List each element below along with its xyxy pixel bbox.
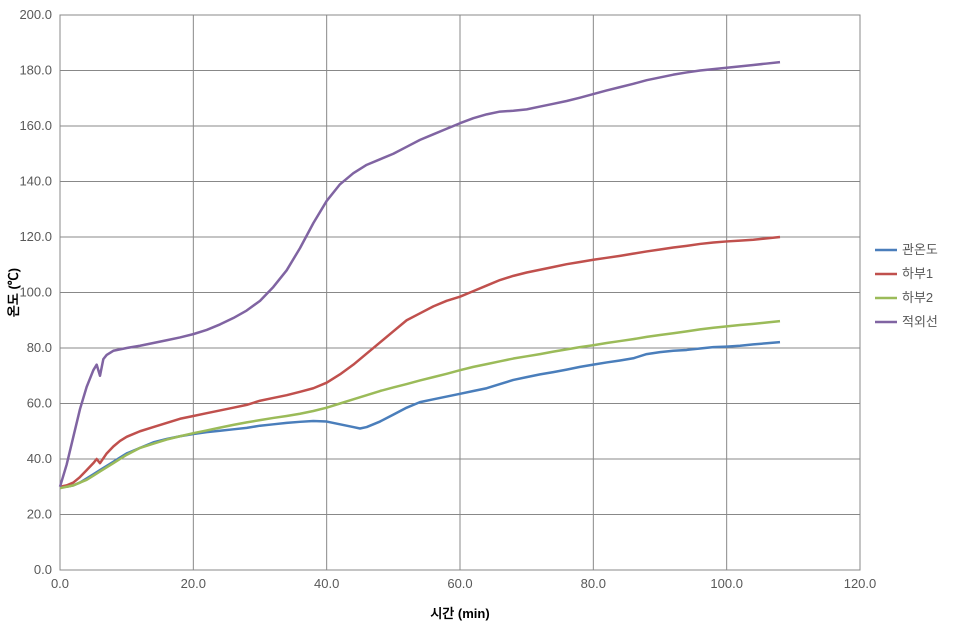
y-tick-label: 0.0 <box>34 562 52 577</box>
x-tick-label: 100.0 <box>710 576 743 591</box>
y-tick-label: 40.0 <box>27 451 52 466</box>
series-line <box>60 342 780 487</box>
line-chart: 0.0 20.0 40.0 60.0 80.0 100.0 120.0 140.0 160.0 1… <box>0 0 980 642</box>
y-tick-label: 200.0 <box>19 7 52 22</box>
y-tick-label: 20.0 <box>27 507 52 522</box>
x-tick-label: 80.0 <box>581 576 606 591</box>
x-tick-label: 20.0 <box>181 576 206 591</box>
y-tick-label: 160.0 <box>19 118 52 133</box>
y-tick-label: 100.0 <box>19 285 52 300</box>
legend-label: 하부1 <box>902 266 933 281</box>
y-tick-label: 180.0 <box>19 63 52 78</box>
x-tick-label: 60.0 <box>447 576 472 591</box>
x-axis-title: 시간 (min) <box>430 606 489 621</box>
series-line <box>60 321 780 488</box>
legend-label: 적외선 <box>902 314 938 329</box>
y-tick-label: 60.0 <box>27 396 52 411</box>
y-tick-label: 80.0 <box>27 340 52 355</box>
y-axis-title: 온도 (℃) <box>6 268 21 317</box>
legend-label: 하부2 <box>902 290 933 305</box>
x-tick-label: 120.0 <box>844 576 877 591</box>
legend-label: 관온도 <box>902 242 938 257</box>
y-tick-label: 120.0 <box>19 229 52 244</box>
chart-svg: 0.0 20.0 40.0 60.0 80.0 100.0 120.0 140.0 160.0 1… <box>0 0 980 642</box>
x-tick-label: 0.0 <box>51 576 69 591</box>
x-tick-label: 40.0 <box>314 576 339 591</box>
y-tick-label: 140.0 <box>19 174 52 189</box>
series-line <box>60 237 780 487</box>
